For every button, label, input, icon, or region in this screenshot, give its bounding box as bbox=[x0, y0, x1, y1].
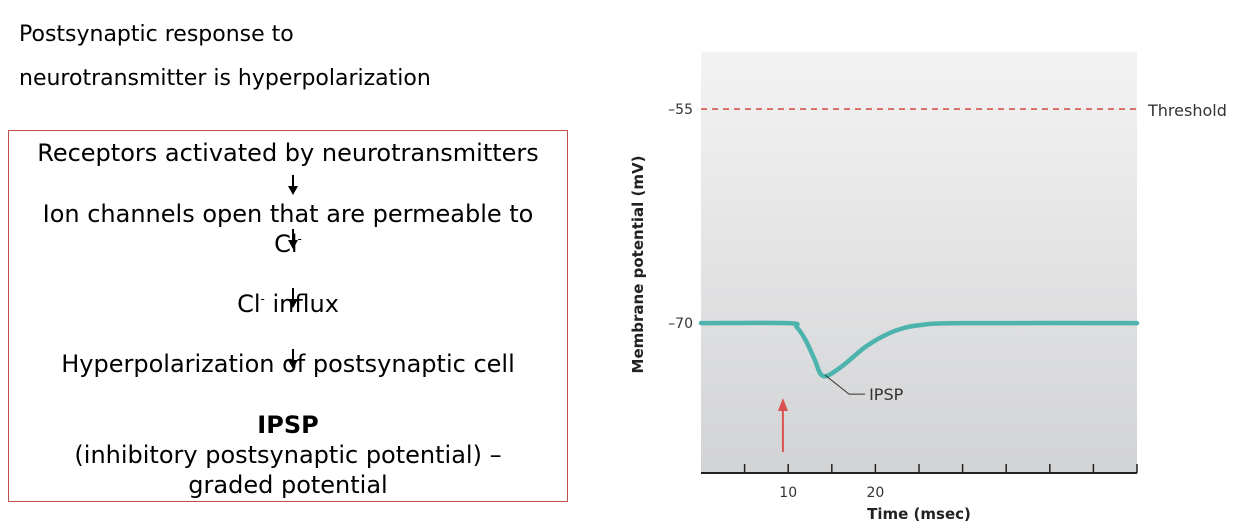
x-axis-label: Time (msec) bbox=[867, 505, 971, 523]
x-tick-label-1: 20 bbox=[866, 485, 884, 501]
flow-step-ion-channels: Ion channels open that are permeable to bbox=[42, 200, 534, 228]
ipsp-annotation-label: IPSP bbox=[869, 385, 904, 404]
plot-background bbox=[701, 52, 1137, 473]
stimulus-arrow-head bbox=[777, 398, 788, 411]
threshold-label: Threshold bbox=[1147, 101, 1227, 120]
slide-title-line-1: Postsynaptic response to bbox=[19, 22, 294, 47]
ipsp-annotation-leader bbox=[824, 374, 866, 395]
flow-step-ipsp-graded: graded potential bbox=[188, 471, 388, 499]
flow-arrow-1 bbox=[288, 175, 298, 195]
cl-ion-label-2: Cl bbox=[237, 290, 261, 318]
stimulus-arrow bbox=[777, 398, 788, 452]
flow-arrow-2 bbox=[288, 229, 298, 249]
flow-arrow-3 bbox=[288, 288, 298, 308]
x-tick-label-0: 10 bbox=[779, 485, 797, 501]
flow-step-hyperpolarization: Hyperpolarization of postsynaptic cell bbox=[61, 350, 515, 378]
flow-arrow-4 bbox=[288, 349, 298, 369]
flow-step-ion-channels-ion: Cl- bbox=[9, 230, 567, 258]
flow-chart-box: Receptors activated by neurotransmitters… bbox=[8, 130, 568, 502]
cl-ion-label: Cl bbox=[274, 230, 298, 258]
y-tick-label-1: –70 bbox=[668, 316, 693, 332]
membrane-potential-line bbox=[698, 320, 1140, 379]
influx-label: influx bbox=[264, 290, 339, 318]
flow-step-ipsp-title: IPSP bbox=[257, 411, 319, 439]
y-tick-label-0: –55 bbox=[668, 102, 693, 118]
slide-title-line-2: neurotransmitter is hyperpolarization bbox=[19, 66, 431, 91]
cl-charge: - bbox=[297, 232, 302, 246]
y-axis-label: Membrane potential (mV) bbox=[629, 156, 647, 374]
cl-charge-2: - bbox=[260, 292, 265, 306]
flow-step-cl-influx: Cl- influx bbox=[9, 290, 567, 318]
flow-step-ipsp-desc: (inhibitory postsynaptic potential) – bbox=[74, 441, 502, 469]
flow-step-receptors: Receptors activated by neurotransmitters bbox=[37, 139, 539, 167]
